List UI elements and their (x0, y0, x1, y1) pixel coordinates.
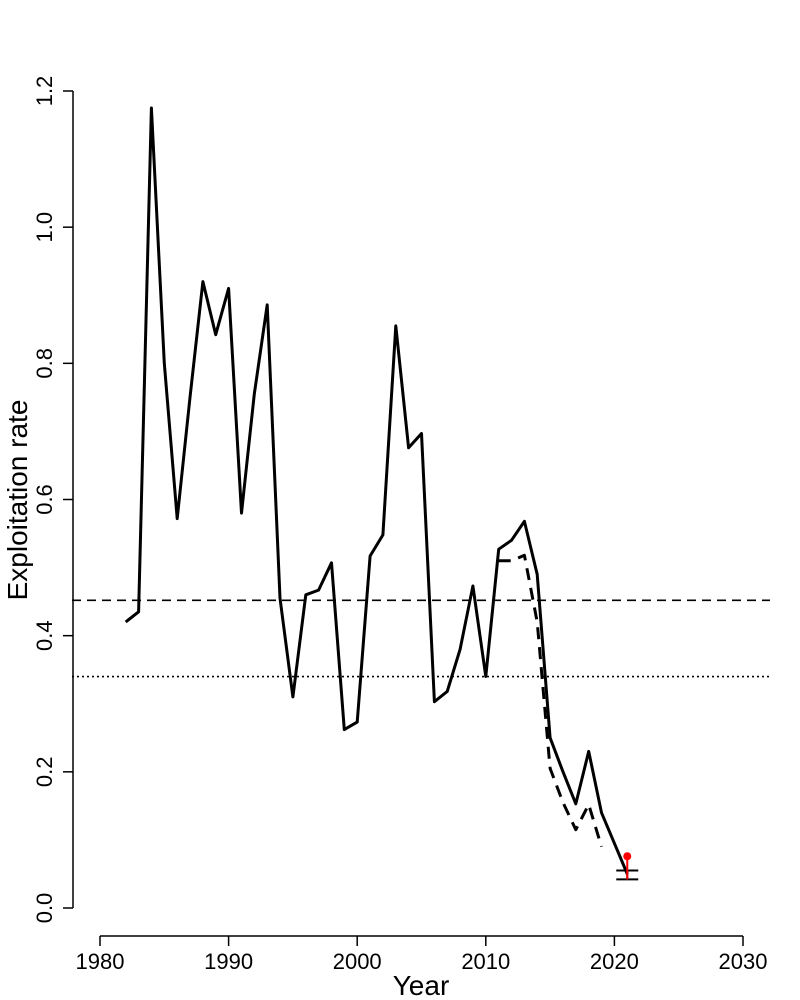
x-tick-label: 2020 (590, 949, 639, 974)
y-tick-label: 0.8 (32, 348, 57, 379)
y-tick-label: 0.4 (32, 620, 57, 651)
y-tick-label: 1.0 (32, 212, 57, 243)
x-tick-label: 2000 (333, 949, 382, 974)
y-tick-label: 0.0 (32, 893, 57, 924)
x-tick-label: 1980 (76, 949, 125, 974)
y-tick-label: 0.2 (32, 757, 57, 788)
reference-lines (72, 599, 770, 678)
series-line-dashed (498, 553, 603, 848)
final-year-estimate (616, 852, 639, 881)
x-tick-label: 1990 (204, 949, 253, 974)
x-tick-label: 2030 (719, 949, 768, 974)
x-axis-title: Year (393, 970, 450, 1000)
x-tick-label: 2010 (461, 949, 510, 974)
series-line-solid (124, 106, 629, 875)
x-axis: 1980 1990 2000 2010 2020 2030 (76, 935, 768, 974)
y-axis: 0.0 0.2 0.4 0.6 0.8 1.0 1.2 (32, 76, 74, 924)
y-tick-label: 1.2 (32, 76, 57, 107)
series-lines (124, 106, 629, 875)
y-tick-label: 0.6 (32, 484, 57, 515)
highlight-point (623, 852, 632, 861)
y-axis-title: Exploitation rate (2, 400, 33, 601)
